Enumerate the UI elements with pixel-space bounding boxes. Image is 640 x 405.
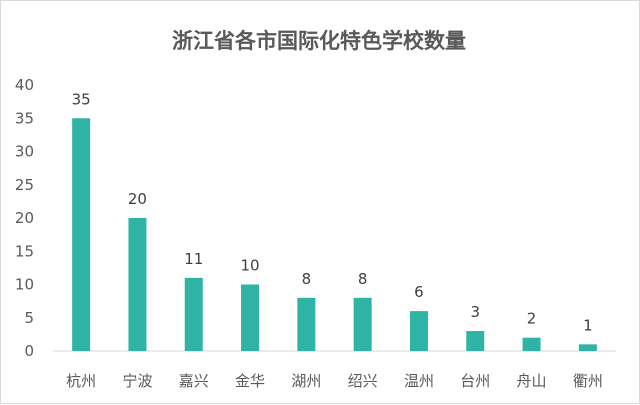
data-labels: 35 20 11 10 8 8 6 3 2 1 — [72, 90, 593, 334]
x-tick-label: 绍兴 — [348, 372, 378, 390]
x-tick-label: 衢州 — [573, 372, 603, 390]
data-label: 8 — [302, 270, 312, 288]
x-tick-label: 金华 — [235, 372, 265, 390]
chart-title: 浙江省各市国际化特色学校数量 — [172, 29, 466, 53]
x-tick-label: 宁波 — [122, 372, 152, 390]
bar — [578, 344, 597, 351]
y-tick-label: 0 — [24, 342, 34, 360]
data-label: 6 — [414, 283, 424, 301]
data-label: 1 — [583, 316, 593, 334]
bar-series — [72, 118, 597, 351]
x-tick-label: 温州 — [404, 372, 434, 390]
bar — [522, 337, 541, 351]
bar — [409, 311, 428, 351]
bar — [297, 297, 316, 351]
bar — [72, 118, 91, 351]
y-tick-label: 15 — [15, 242, 34, 260]
x-tick-label: 嘉兴 — [179, 372, 209, 390]
y-axis: 0 5 10 15 20 25 30 35 40 — [15, 76, 34, 360]
data-label: 3 — [470, 303, 480, 321]
y-tick-label: 10 — [15, 276, 34, 294]
y-tick-label: 40 — [15, 76, 34, 94]
data-label: 11 — [184, 250, 203, 268]
y-tick-label: 25 — [15, 176, 34, 194]
y-tick-label: 30 — [15, 143, 34, 161]
data-label: 10 — [241, 257, 260, 275]
x-tick-label: 湖州 — [291, 372, 321, 390]
bar — [466, 331, 485, 351]
data-label: 35 — [72, 90, 91, 108]
data-label: 8 — [358, 270, 368, 288]
x-tick-label: 台州 — [460, 372, 490, 390]
y-tick-label: 5 — [24, 309, 34, 327]
data-label: 2 — [527, 310, 537, 328]
bar — [241, 284, 260, 351]
x-tick-label: 杭州 — [66, 372, 96, 390]
bar — [353, 297, 372, 351]
bar — [184, 277, 203, 351]
data-label: 20 — [128, 190, 147, 208]
x-tick-label: 舟山 — [517, 372, 547, 390]
y-tick-label: 20 — [15, 209, 34, 227]
x-axis-ticks: 杭州 宁波 嘉兴 金华 湖州 绍兴 温州 台州 舟山 衢州 — [66, 372, 603, 390]
bar — [128, 218, 147, 351]
y-tick-label: 35 — [15, 109, 34, 127]
